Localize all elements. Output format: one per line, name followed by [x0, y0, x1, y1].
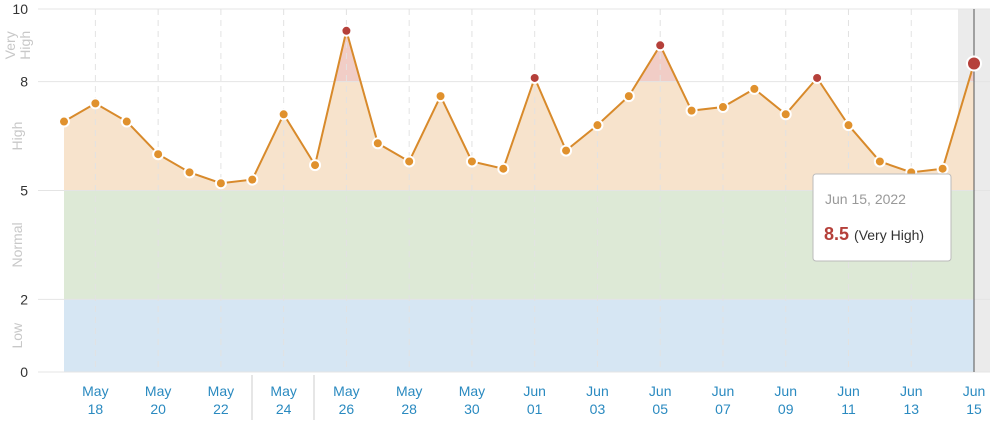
- tooltip-level: (Very High): [854, 227, 924, 243]
- point: [779, 108, 792, 121]
- x-tick-label: Jun 15: [963, 383, 986, 417]
- point: [89, 97, 102, 110]
- point: [371, 137, 384, 150]
- x-tick-label: May 24: [270, 383, 296, 417]
- tooltip-value: 8.5 (Very High): [824, 224, 924, 244]
- point: [654, 39, 667, 52]
- point: [842, 119, 855, 132]
- point: [277, 108, 290, 121]
- point: [966, 55, 982, 72]
- zone-band: [64, 30, 974, 82]
- zone-label: Low: [9, 322, 25, 349]
- zone-band: [64, 299, 974, 372]
- point: [811, 71, 824, 84]
- x-tick-label: May 28: [396, 383, 422, 417]
- tooltip-number: 8.5: [824, 224, 849, 244]
- point: [309, 159, 322, 172]
- x-tick-label: May 18: [82, 383, 108, 417]
- x-tick-label: May 22: [208, 383, 234, 417]
- x-tick-label: Jun 11: [837, 383, 860, 417]
- point: [465, 155, 478, 168]
- x-tick-label: Jun 07: [712, 383, 735, 417]
- point: [591, 119, 604, 132]
- point: [748, 82, 761, 95]
- point: [434, 90, 447, 103]
- point: [340, 24, 353, 37]
- tooltip-box: [812, 173, 952, 262]
- point: [403, 155, 416, 168]
- point: [120, 115, 133, 128]
- tooltip-date: Jun 15, 2022: [825, 191, 906, 207]
- y-tick-label: 0: [20, 364, 28, 380]
- point: [685, 104, 698, 117]
- point: [58, 115, 70, 128]
- y-tick-label: 2: [20, 291, 28, 307]
- x-tick-label: May 26: [333, 383, 359, 417]
- tooltip: Jun 15, 2022 8.5 (Very High): [812, 173, 952, 262]
- zone-label: High: [9, 122, 25, 151]
- point: [560, 144, 573, 157]
- point: [622, 90, 635, 103]
- x-tick-label: May 30: [459, 383, 485, 417]
- x-tick-label: Jun 01: [523, 383, 546, 417]
- point: [873, 155, 886, 168]
- x-tick-label: Jun 13: [900, 383, 923, 417]
- y-tick-label: 5: [20, 183, 28, 199]
- x-tick-label: Jun 09: [774, 383, 797, 417]
- y-tick-label: 10: [12, 1, 28, 17]
- y-tick-label: 8: [20, 74, 28, 90]
- point: [246, 173, 259, 186]
- point: [716, 101, 729, 114]
- x-tick-label: May 20: [145, 383, 171, 417]
- point: [497, 162, 510, 175]
- point: [183, 166, 196, 179]
- point: [936, 162, 949, 175]
- point: [152, 148, 165, 161]
- x-tick-label: Jun 03: [586, 383, 609, 417]
- zone-label: Normal: [9, 222, 25, 267]
- zone-label: VeryHigh: [2, 31, 33, 60]
- point: [528, 71, 541, 84]
- x-tick-label: Jun 05: [649, 383, 672, 417]
- point: [214, 177, 227, 190]
